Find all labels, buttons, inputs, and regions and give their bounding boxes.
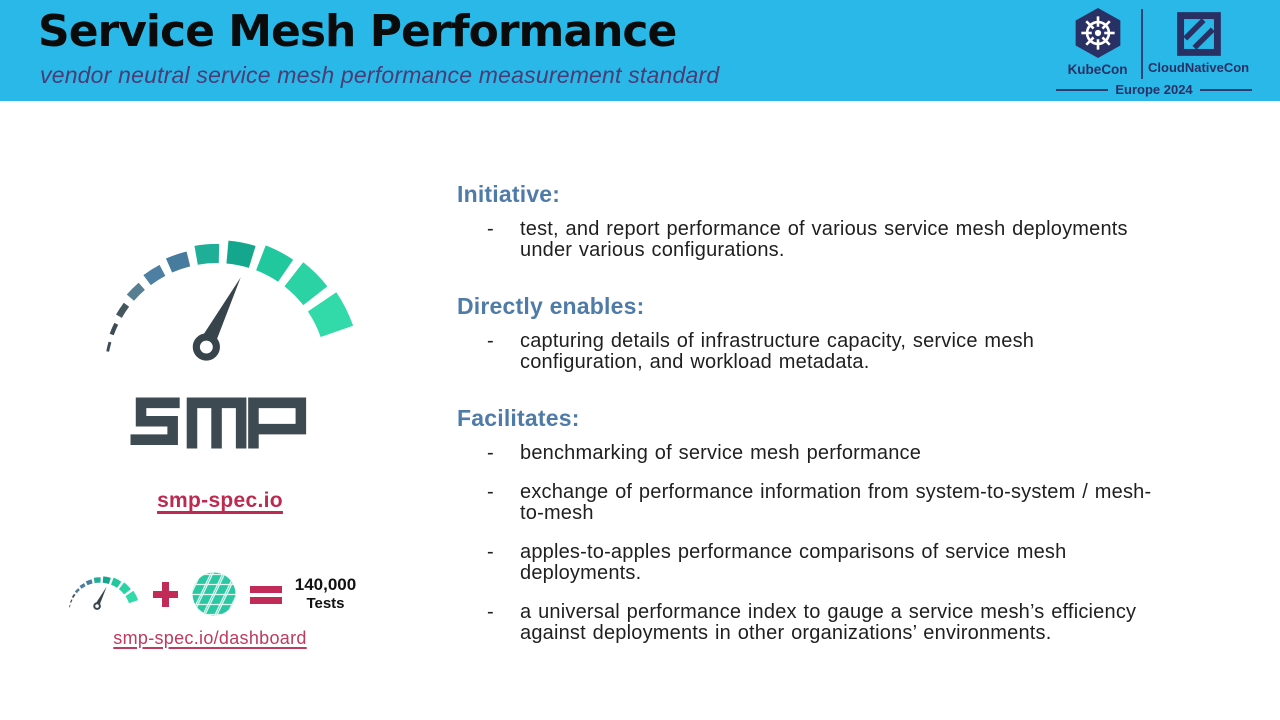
bullet-marker: - <box>487 218 494 240</box>
tests-equation: 140,000 Tests <box>45 566 375 622</box>
content-sections: Initiative: - test, and report performan… <box>457 181 1165 676</box>
tests-count-unit: Tests <box>306 595 345 613</box>
bullet-text: exchange of performance information from… <box>520 481 1152 524</box>
event-edition-label: Europe 2024 <box>1115 82 1193 97</box>
event-edition-row: Europe 2024 <box>1056 82 1253 97</box>
edition-right-line <box>1199 88 1253 91</box>
kubecon-label: KubeCon <box>1067 62 1128 77</box>
event-logo-block: KubeCon CloudNativeCon Europe 2024 <box>1056 7 1253 97</box>
section-heading: Directly enables: <box>457 293 645 319</box>
bullet-item: - capturing details of infrastructure ca… <box>457 331 1165 373</box>
bullet-item: - apples-to-apples performance compariso… <box>457 542 1165 584</box>
bullet-item: - benchmarking of service mesh performan… <box>457 443 1165 464</box>
bullet-item: - exchange of performance information fr… <box>457 482 1165 524</box>
bullet-text: a universal performance index to gauge a… <box>520 601 1137 644</box>
bullet-marker: - <box>487 541 494 563</box>
bullet-marker: - <box>487 481 494 503</box>
meshery-geodesic-sphere-icon <box>192 572 236 616</box>
bullet-marker: - <box>487 601 494 623</box>
section-directly-enables: Directly enables: - capturing details of… <box>457 293 1165 373</box>
cloudnativecon-logo: CloudNativeCon <box>1145 7 1252 75</box>
bullet-item: - a universal performance index to gauge… <box>457 602 1165 644</box>
dashboard-link-row: smp-spec.io/dashboard <box>45 628 375 649</box>
mini-gauge-icon <box>64 571 140 618</box>
page-subtitle: vendor neutral service mesh performance … <box>40 62 720 88</box>
equals-icon <box>249 585 282 604</box>
tests-count: 140,000 Tests <box>295 575 356 613</box>
kubernetes-helm-hexagon-icon <box>1075 8 1120 58</box>
bullet-text: capturing details of infrastructure capa… <box>520 330 1035 373</box>
event-logo-row: KubeCon CloudNativeCon <box>1056 7 1252 79</box>
primary-link-row: smp-spec.io <box>55 489 385 513</box>
section-facilitates: Facilitates: - benchmarking of service m… <box>457 405 1165 644</box>
bullet-marker: - <box>487 330 494 352</box>
smp-dashboard-link[interactable]: smp-spec.io/dashboard <box>113 628 307 648</box>
section-heading: Initiative: <box>457 181 561 207</box>
plus-icon <box>152 581 178 607</box>
section-heading: Facilitates: <box>457 405 580 431</box>
cloudnativecon-label: CloudNativeCon <box>1148 60 1250 75</box>
smp-spec-link[interactable]: smp-spec.io <box>157 489 283 512</box>
section-initiative: Initiative: - test, and report performan… <box>457 181 1165 261</box>
bullet-text: apples-to-apples performance comparisons… <box>520 541 1067 584</box>
bullet-item: - test, and report performance of variou… <box>457 219 1165 261</box>
bullet-text: benchmarking of service mesh performance <box>520 442 922 464</box>
page-title: Service Mesh Performance <box>38 6 677 57</box>
header-band: Service Mesh Performance vendor neutral … <box>0 0 1280 101</box>
bullet-text: test, and report performance of various … <box>520 218 1128 261</box>
logo-divider-line <box>1141 9 1144 79</box>
cncf-square-icon <box>1176 12 1221 56</box>
kubecon-logo: KubeCon <box>1056 7 1139 77</box>
bullet-marker: - <box>487 442 494 464</box>
smp-logo-text <box>130 397 307 449</box>
tests-count-value: 140,000 <box>294 574 357 594</box>
edition-left-line <box>1056 88 1109 91</box>
smp-speedometer-gauge-icon <box>88 222 360 389</box>
